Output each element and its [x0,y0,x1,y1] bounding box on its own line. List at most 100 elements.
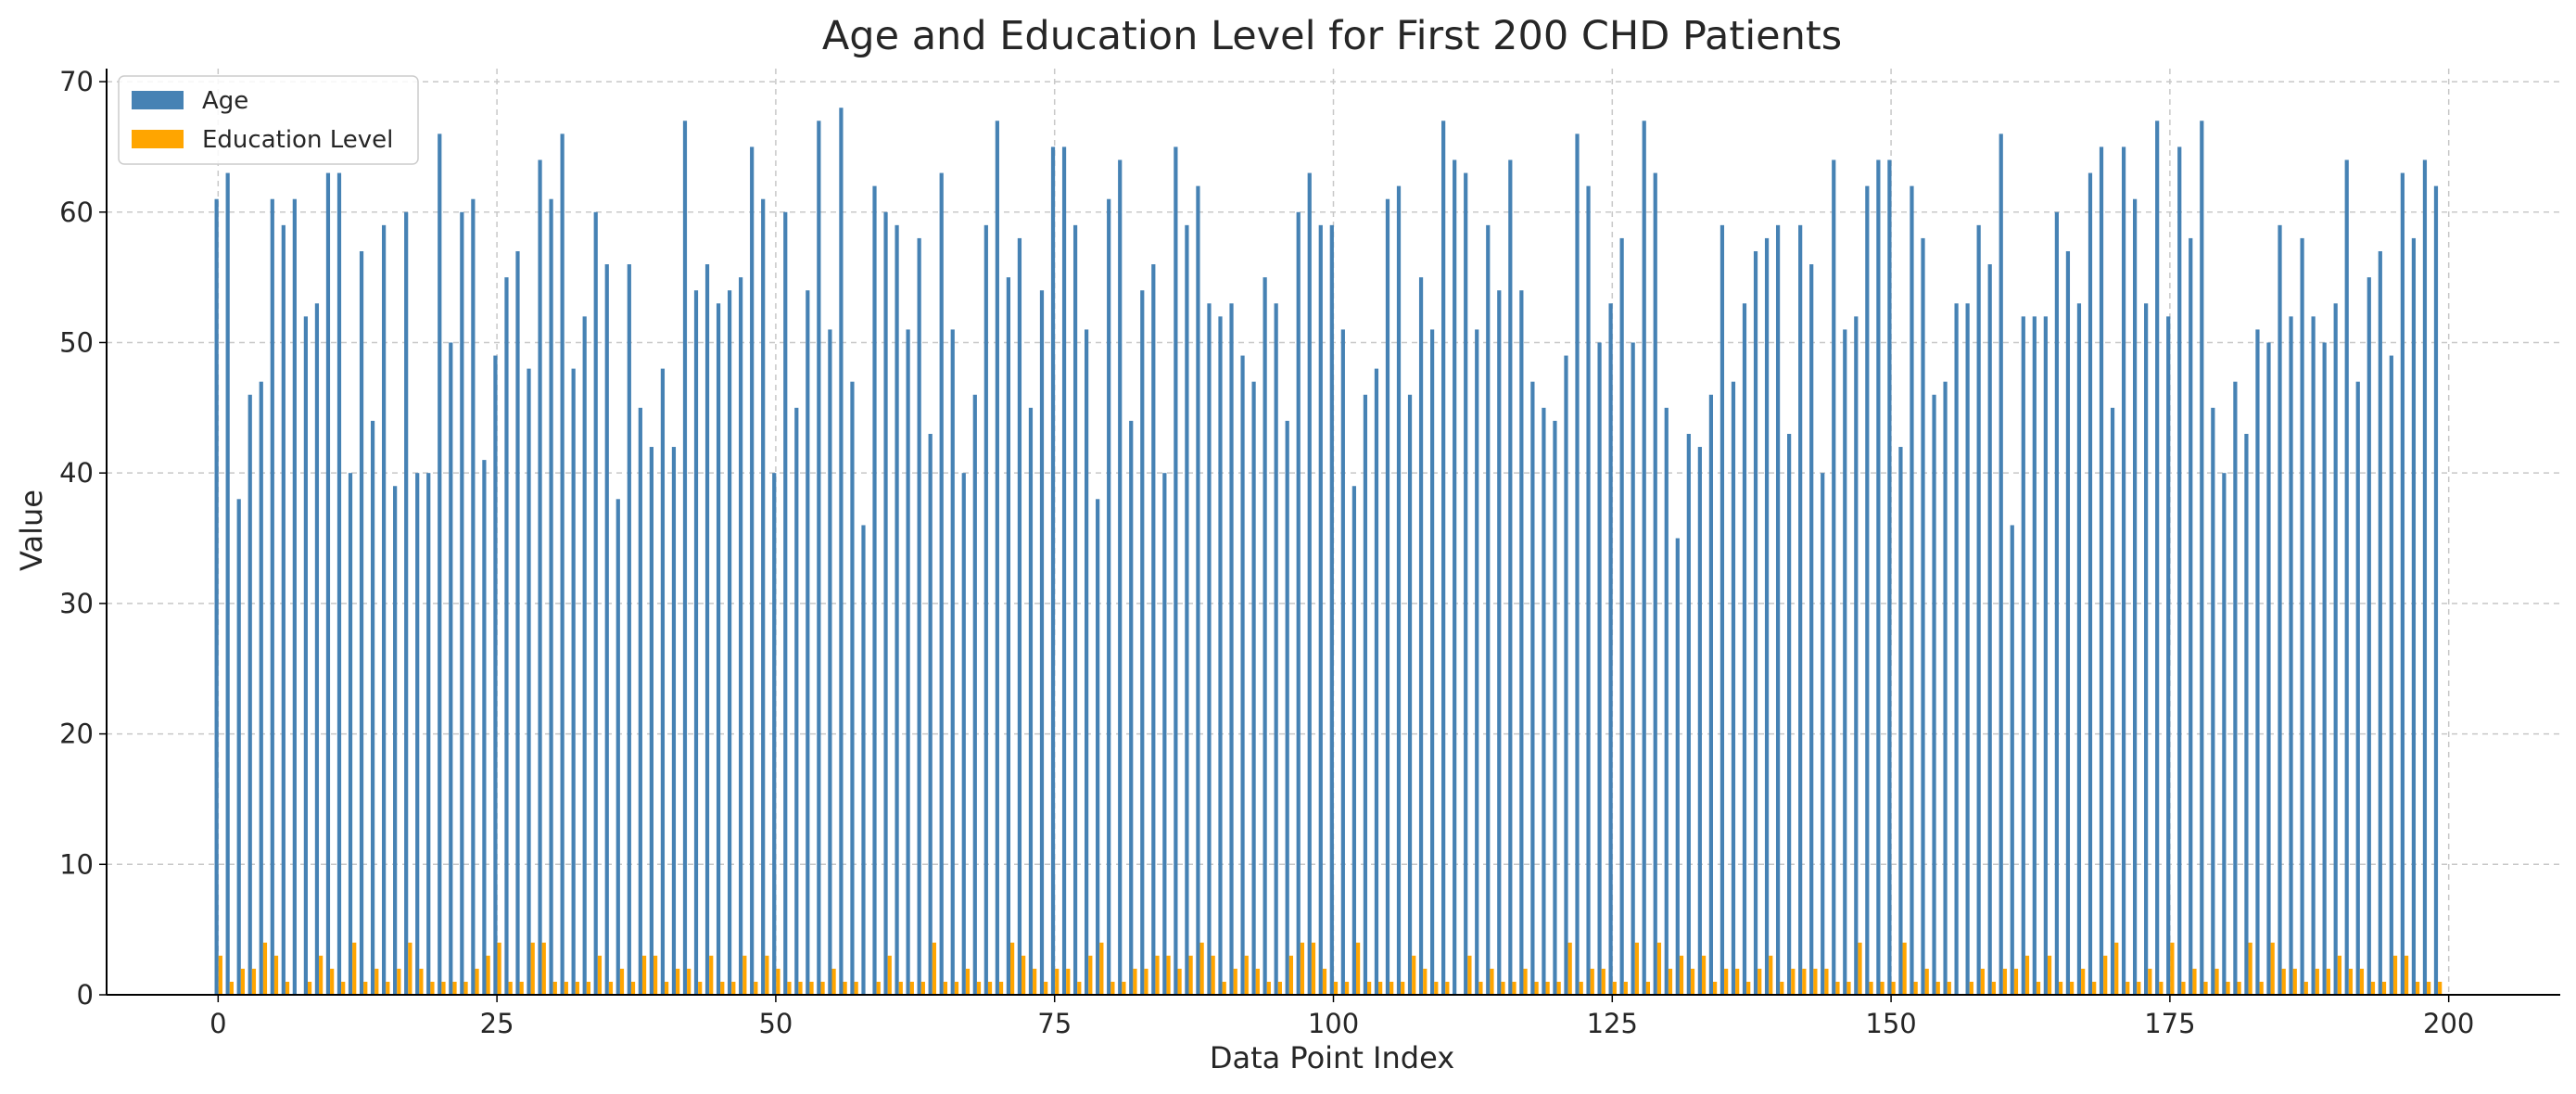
bar-age [750,146,755,995]
bar-age [1642,121,1646,996]
bar-age [1775,224,1781,995]
bar-education-level [486,955,490,995]
bar-age [1475,329,1479,995]
bar-education-level [1033,968,1037,995]
bar-age [850,381,855,995]
bar-age [1174,146,1178,995]
y-tick-label: 60 [59,197,94,228]
bar-age [2177,146,2182,995]
bar-education-level [1634,942,1639,995]
bar-age [1564,355,1568,995]
bar-education-level [1645,981,1651,995]
bar-education-level [1288,955,1294,995]
bar-education-level [2427,981,2431,995]
bar-age [2166,316,2171,996]
bar-age [1508,159,1513,996]
bar-education-level [1523,968,1528,995]
bar-education-level [1412,955,1416,995]
bar-age [336,172,342,996]
bar-education-level [1567,942,1572,995]
bar-age [1876,159,1881,996]
bar-age [872,185,877,996]
bar-age [1050,146,1056,995]
bar-age [1464,172,1468,996]
bar-education-level [1022,955,1026,995]
bar-age [1798,224,1803,995]
bar-age [1987,264,1992,995]
bar-education-level [1133,968,1137,995]
bar-age [1530,381,1535,995]
bar-age [1196,185,1200,996]
bar-age [2200,121,2204,996]
bar-age [1240,355,1245,995]
bar-education-level [2337,955,2341,995]
bar-age [1486,224,1491,995]
bar-age [671,447,677,996]
bar-age [895,224,899,995]
bar-age [2099,146,2104,995]
bar-education-level [653,955,658,995]
bar-education-level [787,981,792,995]
bar-age [1731,381,1736,995]
bar-age [2355,381,2360,995]
bar-education-level [676,968,680,995]
bar-education-level [1612,981,1617,995]
bar-education-level [1322,968,1327,995]
bar-age [1006,277,1010,995]
bar-age [1697,447,1702,996]
bar-education-level [920,981,925,995]
bar-education-level [630,981,636,995]
bar-age [1340,329,1345,995]
bar-education-level [397,968,401,995]
bar-age [1096,499,1100,995]
bar-age [1429,329,1435,995]
bar-age [2400,172,2405,996]
bar-education-level [843,981,847,995]
bar-education-level [552,981,557,995]
bar-age [1821,473,1825,995]
bar-age [1129,420,1134,996]
bar-education-level [1478,981,1483,995]
bar-age [1374,368,1379,995]
bar-age [292,198,297,995]
bar-age [2422,159,2428,996]
bar-education-level [2013,968,2019,995]
bar-education-level [1009,942,1015,995]
bar-age [1976,224,1981,995]
bar-education-level [1880,981,1884,995]
bar-education-level [1099,942,1104,995]
bar-age [1898,447,1903,996]
bar-age [2311,316,2316,996]
bar-education-level [1869,981,1873,995]
bar-age [2244,433,2249,996]
bar-education-level [1991,981,1997,995]
bar-education-level [2002,968,2008,995]
bar-age [1251,381,1256,995]
bar-education-level [665,981,669,995]
bar-age [1407,394,1413,995]
bar-age [1619,237,1624,995]
bar-age [560,134,565,995]
bar-education-level [419,968,424,995]
bar-education-level [687,968,692,995]
bar-education-level [641,955,647,995]
bars [214,108,2443,996]
bar-education-level [1333,981,1339,995]
bar-education-level [1311,942,1316,995]
bar-age [1865,185,1870,996]
bar-education-level [1701,955,1707,995]
bar-education-level [720,981,725,995]
bar-education-level [954,981,959,995]
legend-box [118,75,419,165]
bar-education-level [1947,981,1951,995]
bar-age [549,198,553,995]
bar-age [460,211,464,995]
bar-age [950,329,955,995]
bar-age [2322,342,2327,995]
bar-education-level [2392,955,2398,995]
bar-age [2278,224,2282,995]
bar-education-level [319,955,324,995]
bar-education-level [1445,981,1450,995]
y-tick-label: 20 [59,719,94,750]
